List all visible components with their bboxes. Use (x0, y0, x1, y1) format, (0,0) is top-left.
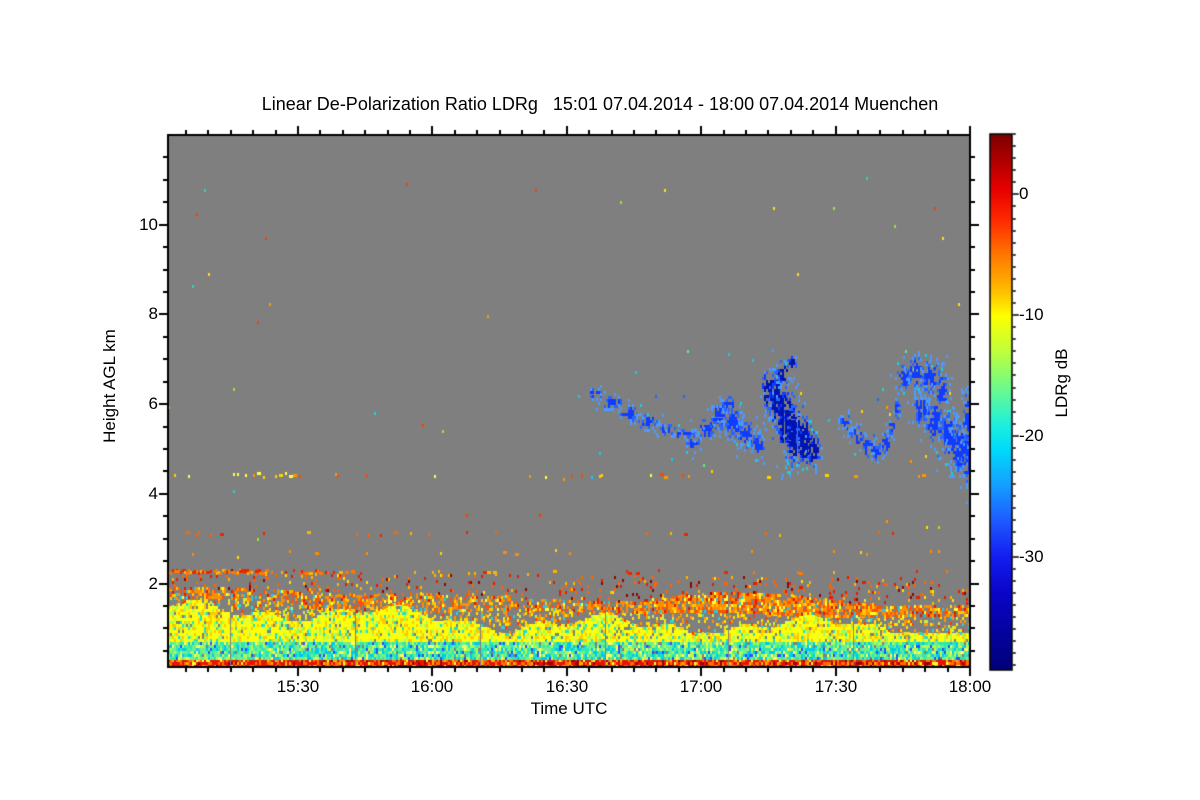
x-tick-label: 17:00 (679, 677, 723, 696)
y-tick-label: 2 (148, 574, 158, 593)
plot-title: Linear De-Polarization Ratio LDRg 15:01 … (261, 94, 939, 114)
colorbar-label: LDRg dB (1052, 348, 1071, 418)
colorbar-tick-label: -30 (1019, 547, 1044, 566)
x-axis-label: Time UTC (530, 699, 608, 718)
y-tick-label: 4 (148, 484, 158, 503)
colorbar-tick-label: -20 (1019, 426, 1044, 445)
x-tick-label: 15:30 (276, 677, 320, 696)
y-tick-label: 10 (139, 215, 158, 234)
x-tick-label: 17:30 (814, 677, 858, 696)
x-tick-label: 18:00 (948, 677, 992, 696)
y-axis-label: Height AGL km (100, 329, 119, 443)
colorbar-tick-label: -10 (1019, 305, 1044, 324)
y-tick-label: 6 (148, 394, 158, 413)
x-tick-label: 16:30 (545, 677, 589, 696)
colorbar-tick-label: 0 (1019, 184, 1029, 203)
y-tick-label: 8 (148, 304, 158, 323)
x-tick-label: 16:00 (410, 677, 454, 696)
